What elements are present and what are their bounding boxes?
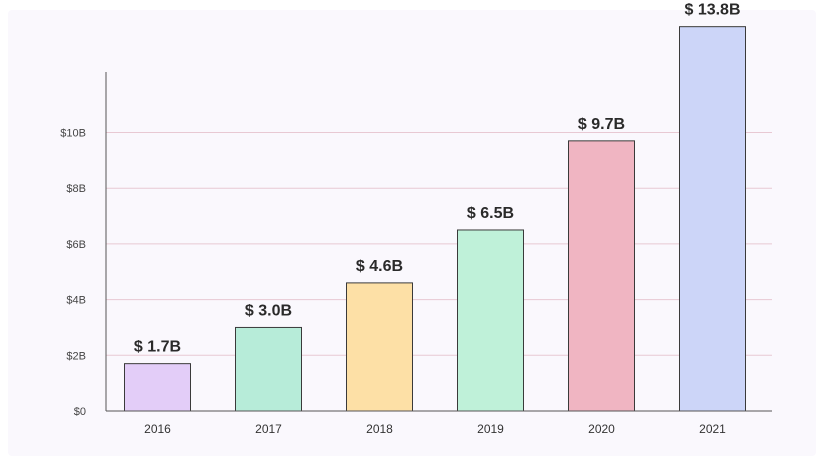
y-tick-label: $8B: [66, 183, 86, 195]
y-tick-label: $0: [74, 406, 86, 418]
bar: [235, 326, 302, 412]
data-label: $ 6.5B: [467, 205, 514, 222]
bar: [457, 229, 524, 412]
data-label-layer: $ 1.7B $ 3.0B $ 4.6B $ 6.5B $ 9.7B $ 13.8B: [134, 2, 741, 356]
bar-layer: [124, 26, 746, 412]
data-label: $ 13.8B: [684, 2, 740, 19]
bar: [124, 363, 191, 412]
data-label: $ 4.6B: [356, 258, 403, 275]
y-tick-label: $2B: [66, 350, 86, 362]
x-tick-label: 2017: [255, 422, 282, 436]
y-tick-label: $4B: [66, 295, 86, 307]
grid-layer: [106, 132, 772, 356]
axis-layer: [105, 72, 772, 412]
y-tick-layer: $0 $2B $4B $6B $8B $10B: [60, 128, 86, 419]
bar: [568, 140, 635, 412]
x-tick-label: 2021: [699, 422, 726, 436]
data-label: $ 1.7B: [134, 339, 181, 356]
data-label: $ 3.0B: [245, 302, 292, 319]
y-tick-label: $6B: [66, 239, 86, 251]
x-tick-layer: 2016 2017 2018 2019 2020 2021: [144, 422, 726, 436]
bar: [679, 26, 746, 412]
data-label: $ 9.7B: [578, 116, 625, 133]
y-tick-label: $10B: [60, 128, 86, 140]
x-tick-label: 2016: [144, 422, 171, 436]
bar: [346, 282, 413, 412]
x-tick-label: 2019: [477, 422, 504, 436]
x-tick-label: 2020: [588, 422, 615, 436]
x-tick-label: 2018: [366, 422, 393, 436]
